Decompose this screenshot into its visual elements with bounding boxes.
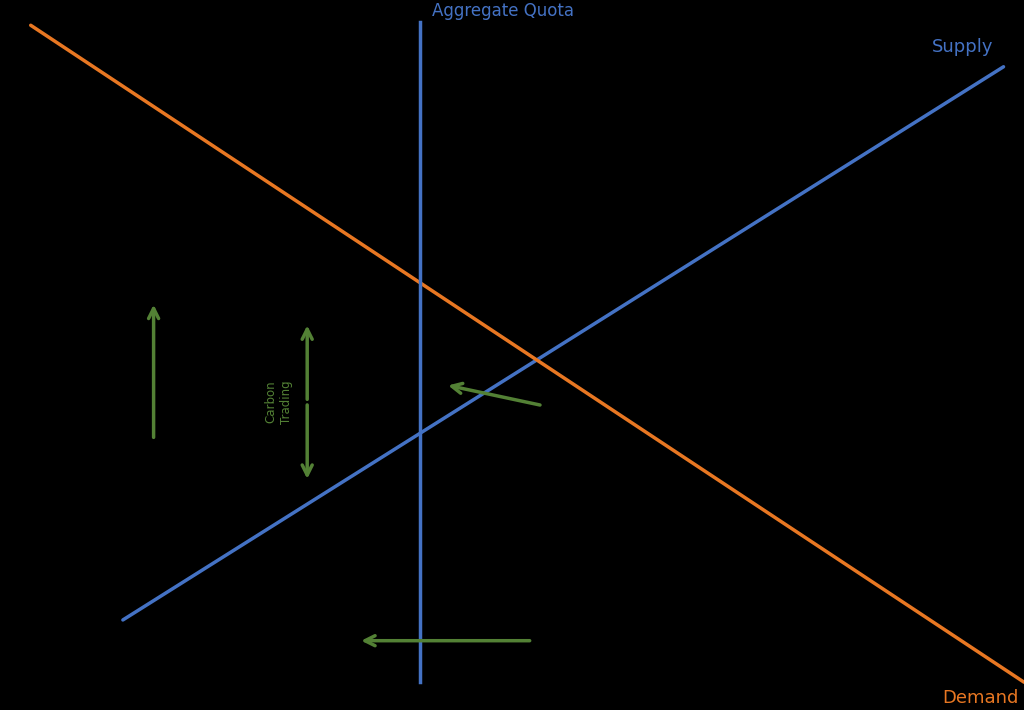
Text: Carbon
Trading: Carbon Trading [264, 381, 293, 424]
Text: Demand: Demand [942, 689, 1019, 707]
Text: Aggregate Quota: Aggregate Quota [432, 1, 574, 20]
Text: Supply: Supply [932, 38, 993, 56]
